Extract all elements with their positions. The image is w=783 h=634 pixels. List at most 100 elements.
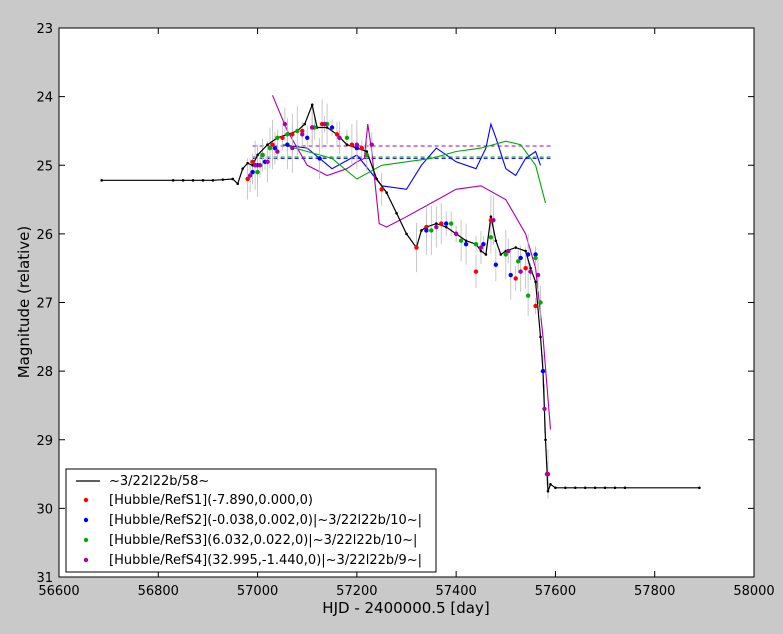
series-0-point bbox=[564, 486, 567, 490]
series-2-point bbox=[250, 169, 255, 175]
series-0-point bbox=[365, 150, 369, 153]
series-1-point bbox=[334, 132, 340, 137]
series-4-point bbox=[322, 121, 327, 127]
series-2-point bbox=[481, 241, 486, 247]
y-axis-title: Magnitude (relative) bbox=[15, 226, 33, 379]
series-4-point bbox=[265, 159, 270, 165]
legend-label-series-2: [Hubble/RefS2](-0.038,0.002,0)|~3/22l22b… bbox=[109, 513, 422, 528]
series-4-point bbox=[535, 272, 541, 278]
legend: ~3/22l22b/58~ [Hubble/RefS1](-7.890,0.00… bbox=[65, 468, 437, 573]
series-4-point bbox=[290, 145, 295, 151]
series-3-point bbox=[429, 228, 434, 233]
series-0-point bbox=[241, 167, 244, 170]
y-tick-label: 27 bbox=[36, 297, 53, 312]
series-0-point bbox=[464, 239, 468, 243]
series-0-point bbox=[201, 179, 205, 182]
series-3-point bbox=[344, 135, 350, 140]
series-3-point bbox=[488, 235, 494, 240]
series-4-point bbox=[453, 231, 459, 237]
series-0-point bbox=[529, 266, 532, 270]
series-0-point bbox=[236, 182, 240, 186]
series-4-point bbox=[518, 269, 523, 274]
fit-curve-0 bbox=[282, 122, 542, 190]
axis-ticks: 56600 56800 57000 57200 57400 57600 57800 58000… bbox=[36, 22, 774, 599]
series-3-point bbox=[275, 135, 280, 140]
series-0-point bbox=[593, 486, 597, 490]
series-2-point bbox=[518, 255, 523, 261]
series-2-point bbox=[317, 156, 322, 161]
series-0-point bbox=[544, 438, 547, 442]
y-tick-label: 24 bbox=[36, 91, 53, 106]
series-0-point bbox=[211, 179, 215, 182]
series-1-point bbox=[523, 265, 528, 271]
series-0-point bbox=[573, 486, 577, 490]
series-1-point bbox=[533, 303, 538, 309]
series-1-point bbox=[290, 132, 295, 137]
series-0-point bbox=[499, 253, 503, 256]
series-2-point bbox=[444, 221, 449, 226]
y-tick-label: 25 bbox=[36, 159, 53, 174]
series-4-point bbox=[337, 135, 342, 140]
series-3-point bbox=[473, 241, 479, 247]
x-tick-label: 57800 bbox=[634, 584, 675, 599]
series-4-point bbox=[544, 471, 550, 477]
series-0-point bbox=[479, 249, 483, 253]
series-0-point bbox=[405, 232, 408, 236]
series-1-point bbox=[280, 135, 285, 140]
series-3-point bbox=[295, 128, 300, 134]
fit-curve-2 bbox=[271, 95, 552, 430]
series-0-point bbox=[434, 222, 438, 225]
series-2-point bbox=[525, 252, 531, 257]
series-3-point bbox=[260, 152, 265, 158]
series-0-point bbox=[603, 486, 607, 490]
series-0-point bbox=[489, 215, 493, 219]
legend-label-series-4: [Hubble/RefS4](32.995,-1.440,0)|~3/22l22… bbox=[109, 553, 422, 568]
series-0-point bbox=[375, 177, 379, 181]
series-0-point bbox=[231, 177, 235, 181]
series-1-point bbox=[513, 276, 518, 281]
series-2-point bbox=[285, 142, 290, 147]
legend-marker-series-1 bbox=[83, 497, 89, 503]
series-0-point bbox=[444, 225, 448, 229]
x-tick-label: 56600 bbox=[38, 584, 79, 599]
x-axis-title: HJD - 2400000.5 [day] bbox=[322, 599, 489, 617]
series-1-point bbox=[245, 176, 250, 182]
series-0-point bbox=[514, 246, 518, 249]
series-4-point bbox=[478, 245, 484, 250]
series-1-point bbox=[414, 245, 419, 250]
series-2-point bbox=[305, 135, 310, 140]
series-0-point bbox=[221, 178, 225, 181]
series-0-point bbox=[554, 486, 557, 490]
series-3-point bbox=[533, 255, 538, 261]
series-4-point bbox=[491, 217, 496, 223]
series-2-point bbox=[463, 241, 469, 247]
series-3-point bbox=[503, 252, 508, 257]
series-0-point bbox=[171, 179, 175, 182]
series-4-point bbox=[369, 142, 374, 147]
series-4-point bbox=[354, 142, 360, 147]
y-tick-label: 28 bbox=[36, 365, 53, 380]
series-0-point bbox=[494, 239, 498, 243]
x-tick-label: 56800 bbox=[138, 584, 179, 599]
series-1-point bbox=[250, 159, 255, 165]
series-1-point bbox=[300, 128, 305, 134]
legend-label-series-3: [Hubble/RefS3](6.032,0.022,0)|~3/22l22b/… bbox=[109, 533, 417, 548]
series-1-point bbox=[270, 142, 275, 147]
x-tick-label: 57600 bbox=[535, 584, 576, 599]
legend-marker-series-4 bbox=[83, 557, 89, 563]
legend-marker-series-2 bbox=[83, 517, 89, 523]
series-3-point bbox=[458, 238, 464, 243]
fit-curve-1 bbox=[282, 140, 547, 204]
series-3-point bbox=[538, 300, 543, 305]
series-4-point bbox=[506, 248, 511, 254]
series-1-point bbox=[359, 145, 365, 151]
series-0-point bbox=[191, 179, 195, 182]
series-0-point bbox=[181, 179, 185, 182]
series-3-point bbox=[267, 145, 273, 151]
series-0-point bbox=[310, 103, 314, 107]
series-3-point bbox=[285, 132, 290, 137]
series-0-point bbox=[385, 191, 388, 194]
legend-marker-series-3 bbox=[83, 537, 89, 543]
y-tick-label: 23 bbox=[36, 22, 53, 37]
